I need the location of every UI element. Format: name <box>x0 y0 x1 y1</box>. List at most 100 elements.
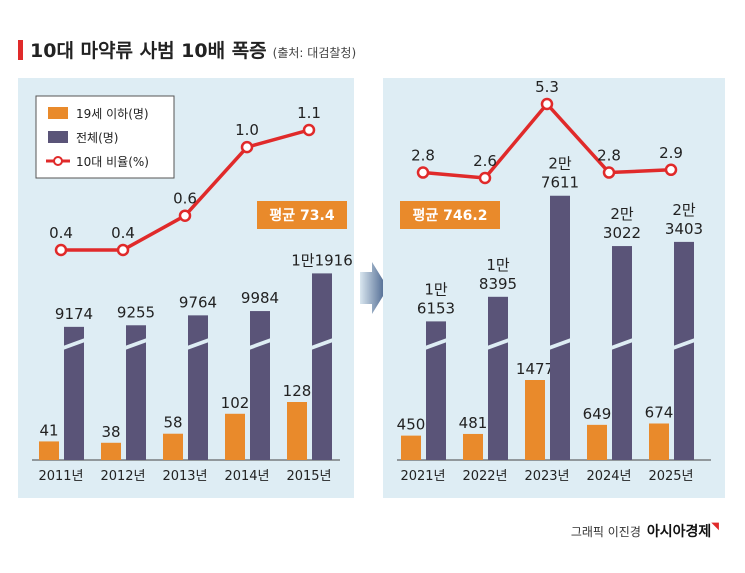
bar-total <box>250 311 270 460</box>
youth-value-label: 102 <box>221 394 250 412</box>
ratio-value-label: 2.8 <box>597 147 621 165</box>
axis-break-mark <box>425 338 447 350</box>
total-value-label: 6153 <box>417 299 455 317</box>
bar-youth <box>401 435 421 460</box>
youth-value-label: 58 <box>163 414 182 432</box>
bar-youth <box>225 413 245 460</box>
total-value-label: 9255 <box>117 303 155 321</box>
ratio-value-label: 2.6 <box>473 152 497 170</box>
bar-total <box>674 241 694 460</box>
axis-break-mark <box>673 338 695 350</box>
ratio-value-label: 1.0 <box>235 121 259 139</box>
average-badge <box>400 201 500 229</box>
ratio-point <box>416 166 430 179</box>
ratio-point <box>240 140 254 154</box>
total-value-label: 2만 <box>672 201 696 219</box>
title-text: 10대 마약류 사범 10배 폭증 <box>30 40 267 62</box>
bar-youth <box>101 442 121 460</box>
ratio-point <box>602 166 616 179</box>
bar-total <box>64 326 84 460</box>
ratio-value-label: 0.6 <box>173 190 197 208</box>
axis-break-mark <box>311 338 333 350</box>
axis-break-mark <box>63 338 85 350</box>
ratio-point <box>540 97 554 111</box>
category-label: 2025년 <box>648 469 693 484</box>
axis-break-mark <box>125 338 147 350</box>
total-value-label: 3022 <box>603 224 641 242</box>
youth-value-label: 41 <box>39 421 58 439</box>
axis-break-mark <box>249 338 271 350</box>
ratio-value-label: 2.8 <box>411 147 435 165</box>
youth-value-label: 38 <box>101 423 120 441</box>
category-label: 2011년 <box>38 469 83 484</box>
category-label: 2014년 <box>224 469 269 484</box>
bar-total <box>126 325 146 460</box>
youth-value-label: 450 <box>397 416 426 434</box>
average-badge-text: 평균 73.4 <box>269 207 334 224</box>
legend-label-total: 전체(명) <box>76 131 118 145</box>
bar-total <box>188 315 208 460</box>
category-label: 2015년 <box>286 469 331 484</box>
average-badge-text: 평균 746.2 <box>413 207 488 224</box>
category-label: 2012년 <box>100 469 145 484</box>
bar-total <box>488 296 508 460</box>
legend-swatch-total <box>48 131 68 143</box>
ratio-point <box>116 243 130 257</box>
footer-credit: 그래픽 이진경 아시아경제◥ <box>571 521 719 541</box>
ratio-point <box>178 209 192 222</box>
brand-logo: 아시아경제 <box>646 524 712 540</box>
bar-youth <box>39 441 59 460</box>
total-value-label: 9764 <box>179 293 217 311</box>
total-value-label: 2만 <box>548 155 572 173</box>
average-badge <box>257 201 347 229</box>
credit-text: 그래픽 이진경 <box>570 525 641 539</box>
bar-youth <box>525 380 545 460</box>
ratio-point <box>478 171 492 185</box>
bar-youth <box>463 433 483 460</box>
transition-arrow-icon <box>360 262 388 314</box>
total-value-label: 1만 <box>486 256 510 274</box>
ratio-value-label: 1.1 <box>297 104 321 122</box>
total-value-label: 3403 <box>665 220 703 238</box>
legend-swatch-ratio-point <box>53 156 63 166</box>
legend-label-youth: 19세 이하(명) <box>76 107 149 121</box>
category-label: 2022년 <box>462 469 507 484</box>
total-value-label: 8395 <box>479 275 517 293</box>
source-note: (출처: 대검찰청) <box>272 46 357 60</box>
category-label: 2024년 <box>586 469 631 484</box>
ratio-point <box>54 243 68 257</box>
bar-youth <box>587 424 607 460</box>
youth-value-label: 1477 <box>516 360 554 378</box>
total-value-label: 7611 <box>541 174 579 192</box>
youth-value-label: 674 <box>645 403 674 421</box>
youth-value-label: 481 <box>459 414 488 432</box>
title-accent-bar <box>18 40 23 60</box>
ratio-point <box>302 123 316 137</box>
youth-value-label: 128 <box>283 382 312 400</box>
bar-total <box>550 195 570 460</box>
axis-break-mark <box>487 338 509 350</box>
total-value-label: 9174 <box>55 305 93 323</box>
ratio-value-label: 2.9 <box>659 144 683 162</box>
bar-youth <box>287 402 307 460</box>
axis-break-mark <box>611 338 633 350</box>
total-value-label: 2만 <box>610 205 634 223</box>
ratio-value-label: 5.3 <box>535 78 559 96</box>
ratio-value-label: 0.4 <box>111 224 135 242</box>
bar-youth <box>163 433 183 460</box>
category-label: 2021년 <box>400 469 445 484</box>
legend-swatch-youth <box>48 107 68 119</box>
total-value-label: 1만1916 <box>291 251 353 269</box>
axis-break-mark <box>187 338 209 350</box>
category-label: 2023년 <box>524 469 569 484</box>
bar-total <box>426 321 446 460</box>
total-value-label: 9984 <box>241 289 279 307</box>
page-title: 10대 마약류 사범 10배 폭증 (출처: 대검찰청) <box>30 36 356 63</box>
legend-label-ratio: 10대 비율(%) <box>76 155 149 169</box>
bar-total <box>612 246 632 460</box>
bar-total <box>312 273 332 460</box>
brand-mark-icon: ◥ <box>711 521 719 532</box>
category-label: 2013년 <box>162 469 207 484</box>
axis-break-mark <box>549 338 571 350</box>
